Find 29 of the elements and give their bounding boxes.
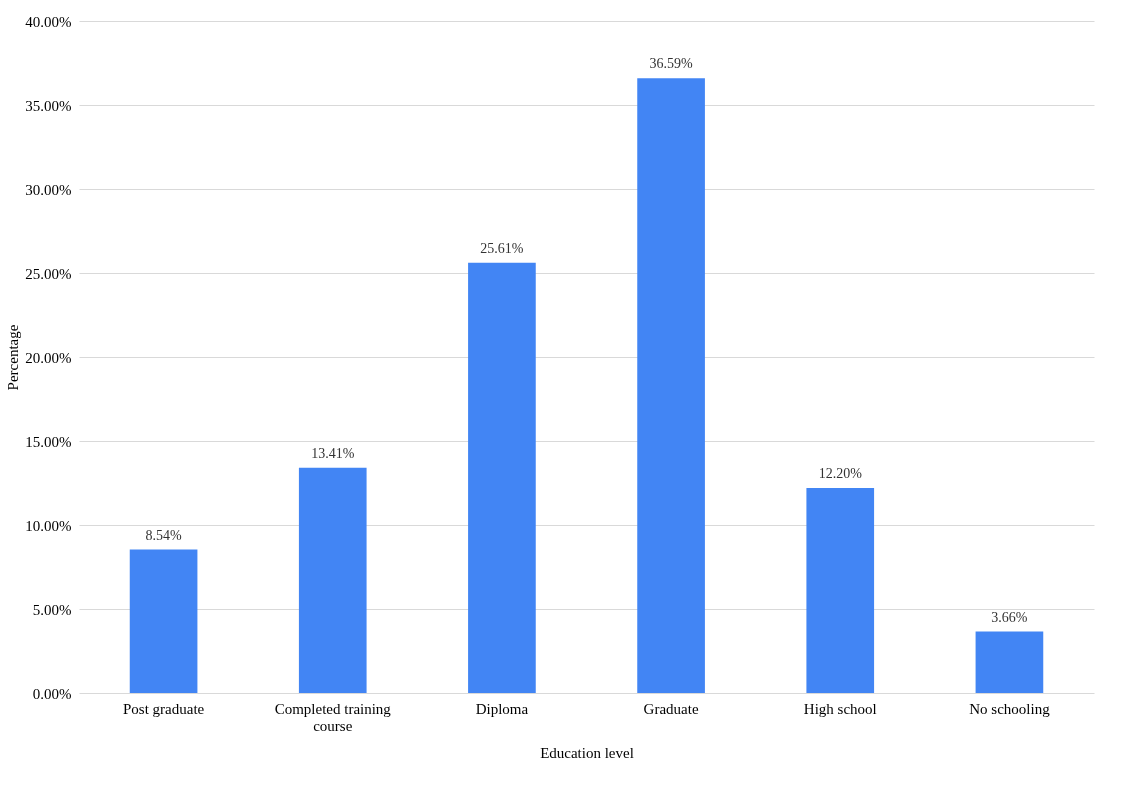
x-tick-label: High school (803, 700, 877, 717)
data-label: 36.59% (649, 56, 693, 72)
bar (129, 549, 198, 693)
data-label: 12.20% (818, 466, 863, 482)
y-tick-label: 15.00% (25, 433, 72, 450)
y-tick-label: 30.00% (25, 181, 72, 198)
data-label: 13.41% (311, 445, 355, 461)
y-tick-label: 40.00% (25, 13, 72, 30)
bar (468, 262, 536, 693)
bar (806, 488, 875, 693)
x-tick-label: Post graduate (122, 700, 205, 717)
bar (637, 78, 705, 693)
y-tick-label: 35.00% (25, 97, 72, 114)
bar (298, 467, 367, 693)
data-label: 8.54% (145, 527, 182, 543)
data-label: 25.61% (480, 240, 524, 256)
x-axis-title: Education level (540, 744, 634, 761)
y-tick-label: 10.00% (25, 517, 72, 534)
y-tick-label: 20.00% (25, 349, 72, 366)
bar (975, 631, 1044, 693)
y-tick-label: 0.00% (32, 685, 72, 702)
y-tick-label: 5.00% (32, 601, 72, 618)
y-axis-title: Percentage (5, 324, 22, 391)
x-tick-label: No schooling (969, 700, 1051, 717)
y-tick-label: 25.00% (25, 265, 72, 282)
x-tick-label: Graduate (643, 700, 699, 717)
x-tick-label: Diploma (475, 700, 529, 717)
data-label: 3.66% (991, 609, 1028, 625)
x-tick-label: Completed training course (274, 700, 392, 734)
